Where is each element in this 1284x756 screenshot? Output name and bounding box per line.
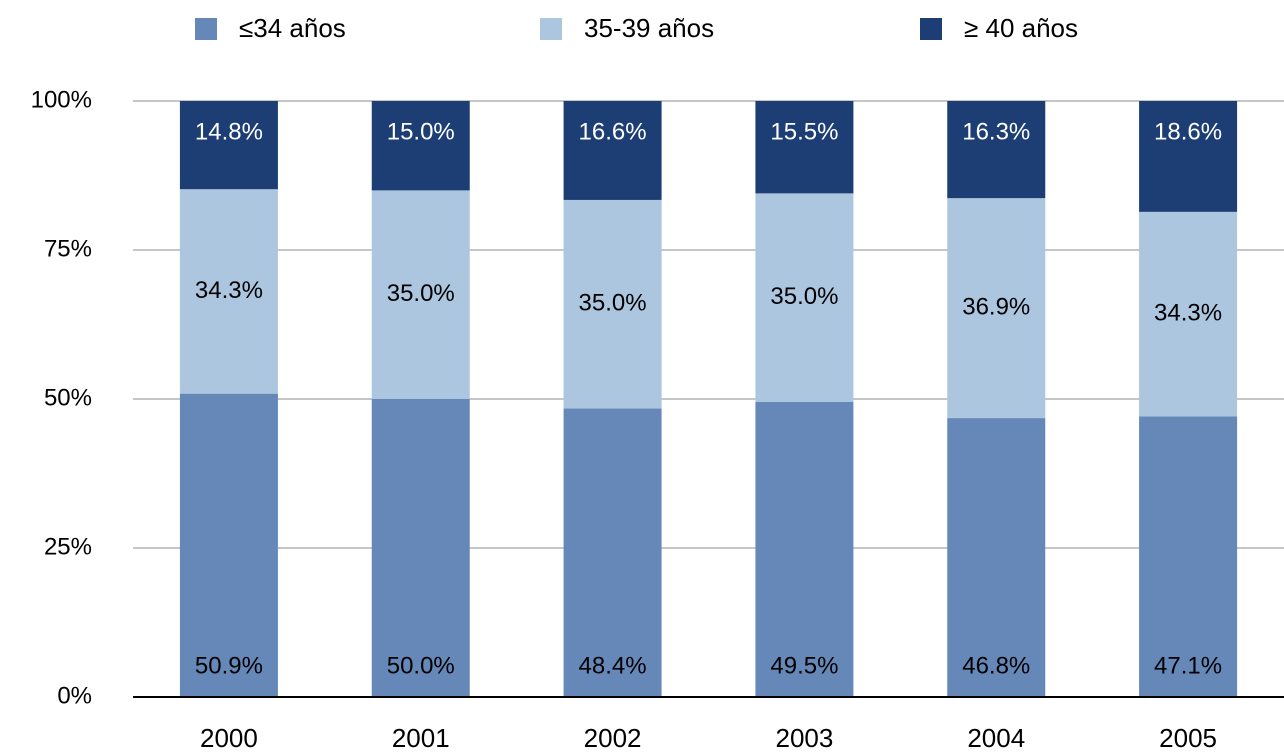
- x-tick-label: 2000: [200, 723, 258, 753]
- bar-segment: [755, 101, 854, 194]
- bar-segment: [755, 401, 854, 697]
- x-tick-label: 2005: [1159, 723, 1217, 753]
- bar-segment: [947, 198, 1046, 419]
- bar-segment: [563, 199, 662, 409]
- legend-label: 35-39 años: [584, 13, 714, 43]
- legend-label: ≥ 40 años: [964, 13, 1078, 43]
- bar-segment: [179, 393, 278, 697]
- legend-label: ≤34 años: [239, 13, 346, 43]
- value-label: 35.0%: [579, 290, 647, 317]
- value-label: 35.0%: [770, 283, 838, 310]
- bar-segment: [371, 190, 470, 399]
- value-label: 34.3%: [195, 277, 263, 304]
- x-tick-label: 2003: [775, 723, 833, 753]
- value-label: 48.4%: [579, 652, 647, 679]
- bar-segment: [1139, 416, 1238, 697]
- legend-swatch: [195, 18, 217, 40]
- bar-segment: [179, 189, 278, 394]
- bar-segment: [1139, 101, 1238, 212]
- bar-segment: [755, 193, 854, 402]
- bar-segment: [947, 418, 1046, 697]
- x-tick-label: 2004: [967, 723, 1025, 753]
- value-label: 18.6%: [1154, 118, 1222, 145]
- bar-segment: [371, 399, 470, 697]
- x-tick-label: 2002: [584, 723, 642, 753]
- value-label: 50.0%: [387, 652, 455, 679]
- y-tick-label: 100%: [31, 86, 92, 113]
- value-label: 50.9%: [195, 652, 263, 679]
- value-label: 49.5%: [770, 652, 838, 679]
- y-tick-label: 75%: [44, 235, 92, 262]
- value-label: 35.0%: [387, 280, 455, 307]
- y-tick-label: 0%: [57, 682, 92, 709]
- value-label: 46.8%: [962, 652, 1030, 679]
- value-label: 16.3%: [962, 118, 1030, 145]
- bar-segment: [1139, 211, 1238, 417]
- value-label: 16.6%: [579, 118, 647, 145]
- value-label: 34.3%: [1154, 299, 1222, 326]
- bar-segment: [563, 101, 662, 200]
- value-label: 15.0%: [387, 118, 455, 145]
- legend-swatch: [920, 18, 942, 40]
- y-tick-label: 25%: [44, 533, 92, 560]
- bar-segment: [563, 408, 662, 697]
- bar-segment: [179, 101, 278, 190]
- legend-swatch: [540, 18, 562, 40]
- value-label: 15.5%: [770, 118, 838, 145]
- value-label: 47.1%: [1154, 652, 1222, 679]
- value-label: 14.8%: [195, 118, 263, 145]
- x-tick-label: 2001: [392, 723, 450, 753]
- bar-segment: [947, 101, 1046, 199]
- y-tick-label: 50%: [44, 384, 92, 411]
- bar-segment: [371, 101, 470, 191]
- value-label: 36.9%: [962, 293, 1030, 320]
